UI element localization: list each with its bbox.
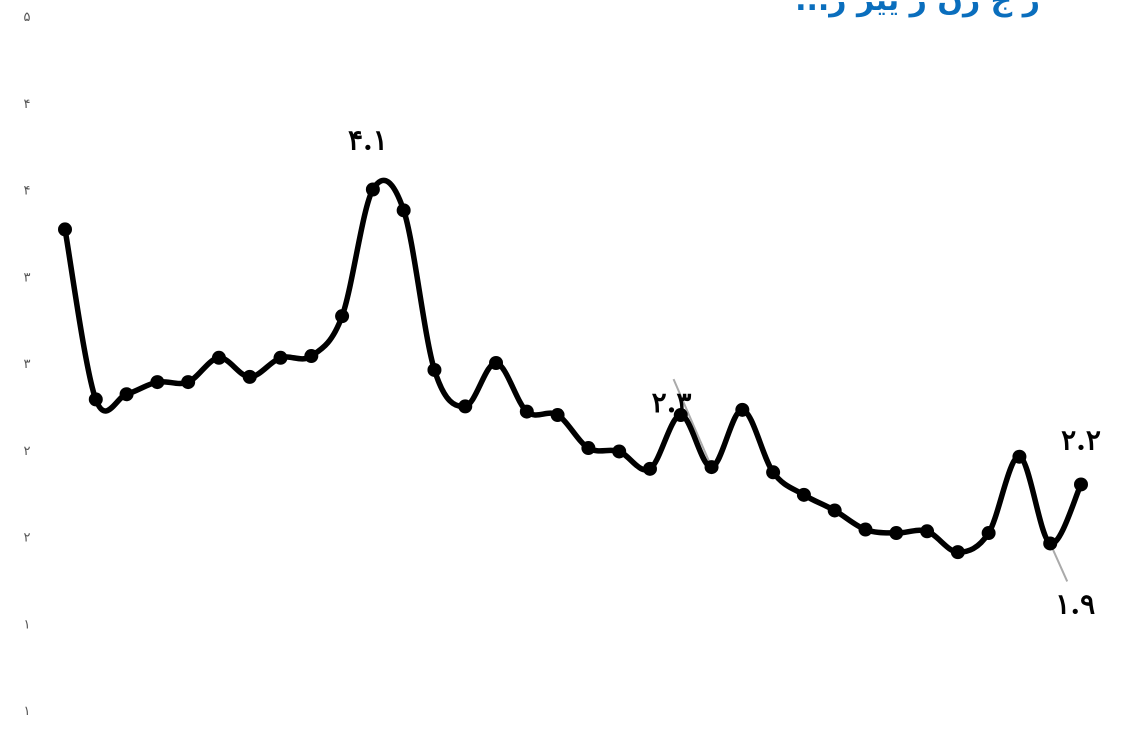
- chart-title: ...‌ز ج رن ر يير ر: [795, 0, 1040, 18]
- data-point: [519, 404, 534, 419]
- data-point: [581, 441, 596, 456]
- y-tick-label: ۳: [24, 357, 31, 372]
- data-point: [550, 408, 565, 423]
- data-point: [304, 349, 319, 364]
- y-tick-label: ۲: [24, 444, 31, 459]
- data-point: [427, 362, 442, 377]
- data-point: [1074, 477, 1088, 492]
- data-point: [1012, 449, 1027, 464]
- data-label: ۴.۱: [348, 124, 388, 157]
- data-point: [58, 222, 72, 237]
- data-point: [796, 487, 811, 502]
- series-line: [62, 177, 1084, 555]
- data-point: [735, 402, 750, 417]
- data-point: [858, 522, 873, 537]
- y-tick-label: ۱: [24, 704, 31, 719]
- data-point: [458, 399, 473, 414]
- data-point: [981, 526, 996, 541]
- y-tick-label: ۲: [24, 531, 31, 546]
- y-tick-label: ۵: [24, 10, 31, 25]
- y-tick-label: ۴: [24, 97, 31, 112]
- data-label: ۱.۹: [1055, 587, 1095, 620]
- data-point: [365, 182, 380, 197]
- data-label: ۲.۲: [1061, 423, 1101, 456]
- data-points: [58, 182, 1088, 560]
- data-point: [119, 387, 134, 402]
- data-point: [827, 503, 842, 518]
- data-point: [150, 375, 165, 390]
- data-point: [88, 392, 103, 407]
- data-point: [242, 369, 257, 384]
- data-point: [673, 408, 688, 423]
- data-label: ۲.۳: [652, 386, 692, 419]
- data-point: [489, 356, 504, 370]
- data-point: [920, 524, 935, 539]
- annotation-leader-line: [672, 378, 713, 468]
- data-point: [612, 444, 627, 459]
- data-point: [273, 350, 288, 365]
- data-point: [1043, 536, 1058, 551]
- data-point: [889, 526, 904, 541]
- data-point: [642, 461, 657, 476]
- y-tick-label: ۱: [24, 617, 31, 632]
- data-point: [396, 203, 411, 218]
- y-tick-label: ۴: [24, 184, 31, 199]
- data-point: [181, 375, 196, 390]
- data-point: [335, 309, 350, 324]
- data-point: [950, 545, 965, 560]
- data-point: [704, 460, 719, 475]
- data-labels: ۴.۱ ۲.۳ ۱.۹ ۲.۲: [348, 124, 1101, 621]
- y-axis: ۵ ۴ ۴ ۳ ۳ ۲ ۲ ۱ ۱: [24, 10, 31, 719]
- data-point: [211, 350, 226, 365]
- y-tick-label: ۳: [24, 270, 31, 285]
- data-point: [766, 465, 781, 480]
